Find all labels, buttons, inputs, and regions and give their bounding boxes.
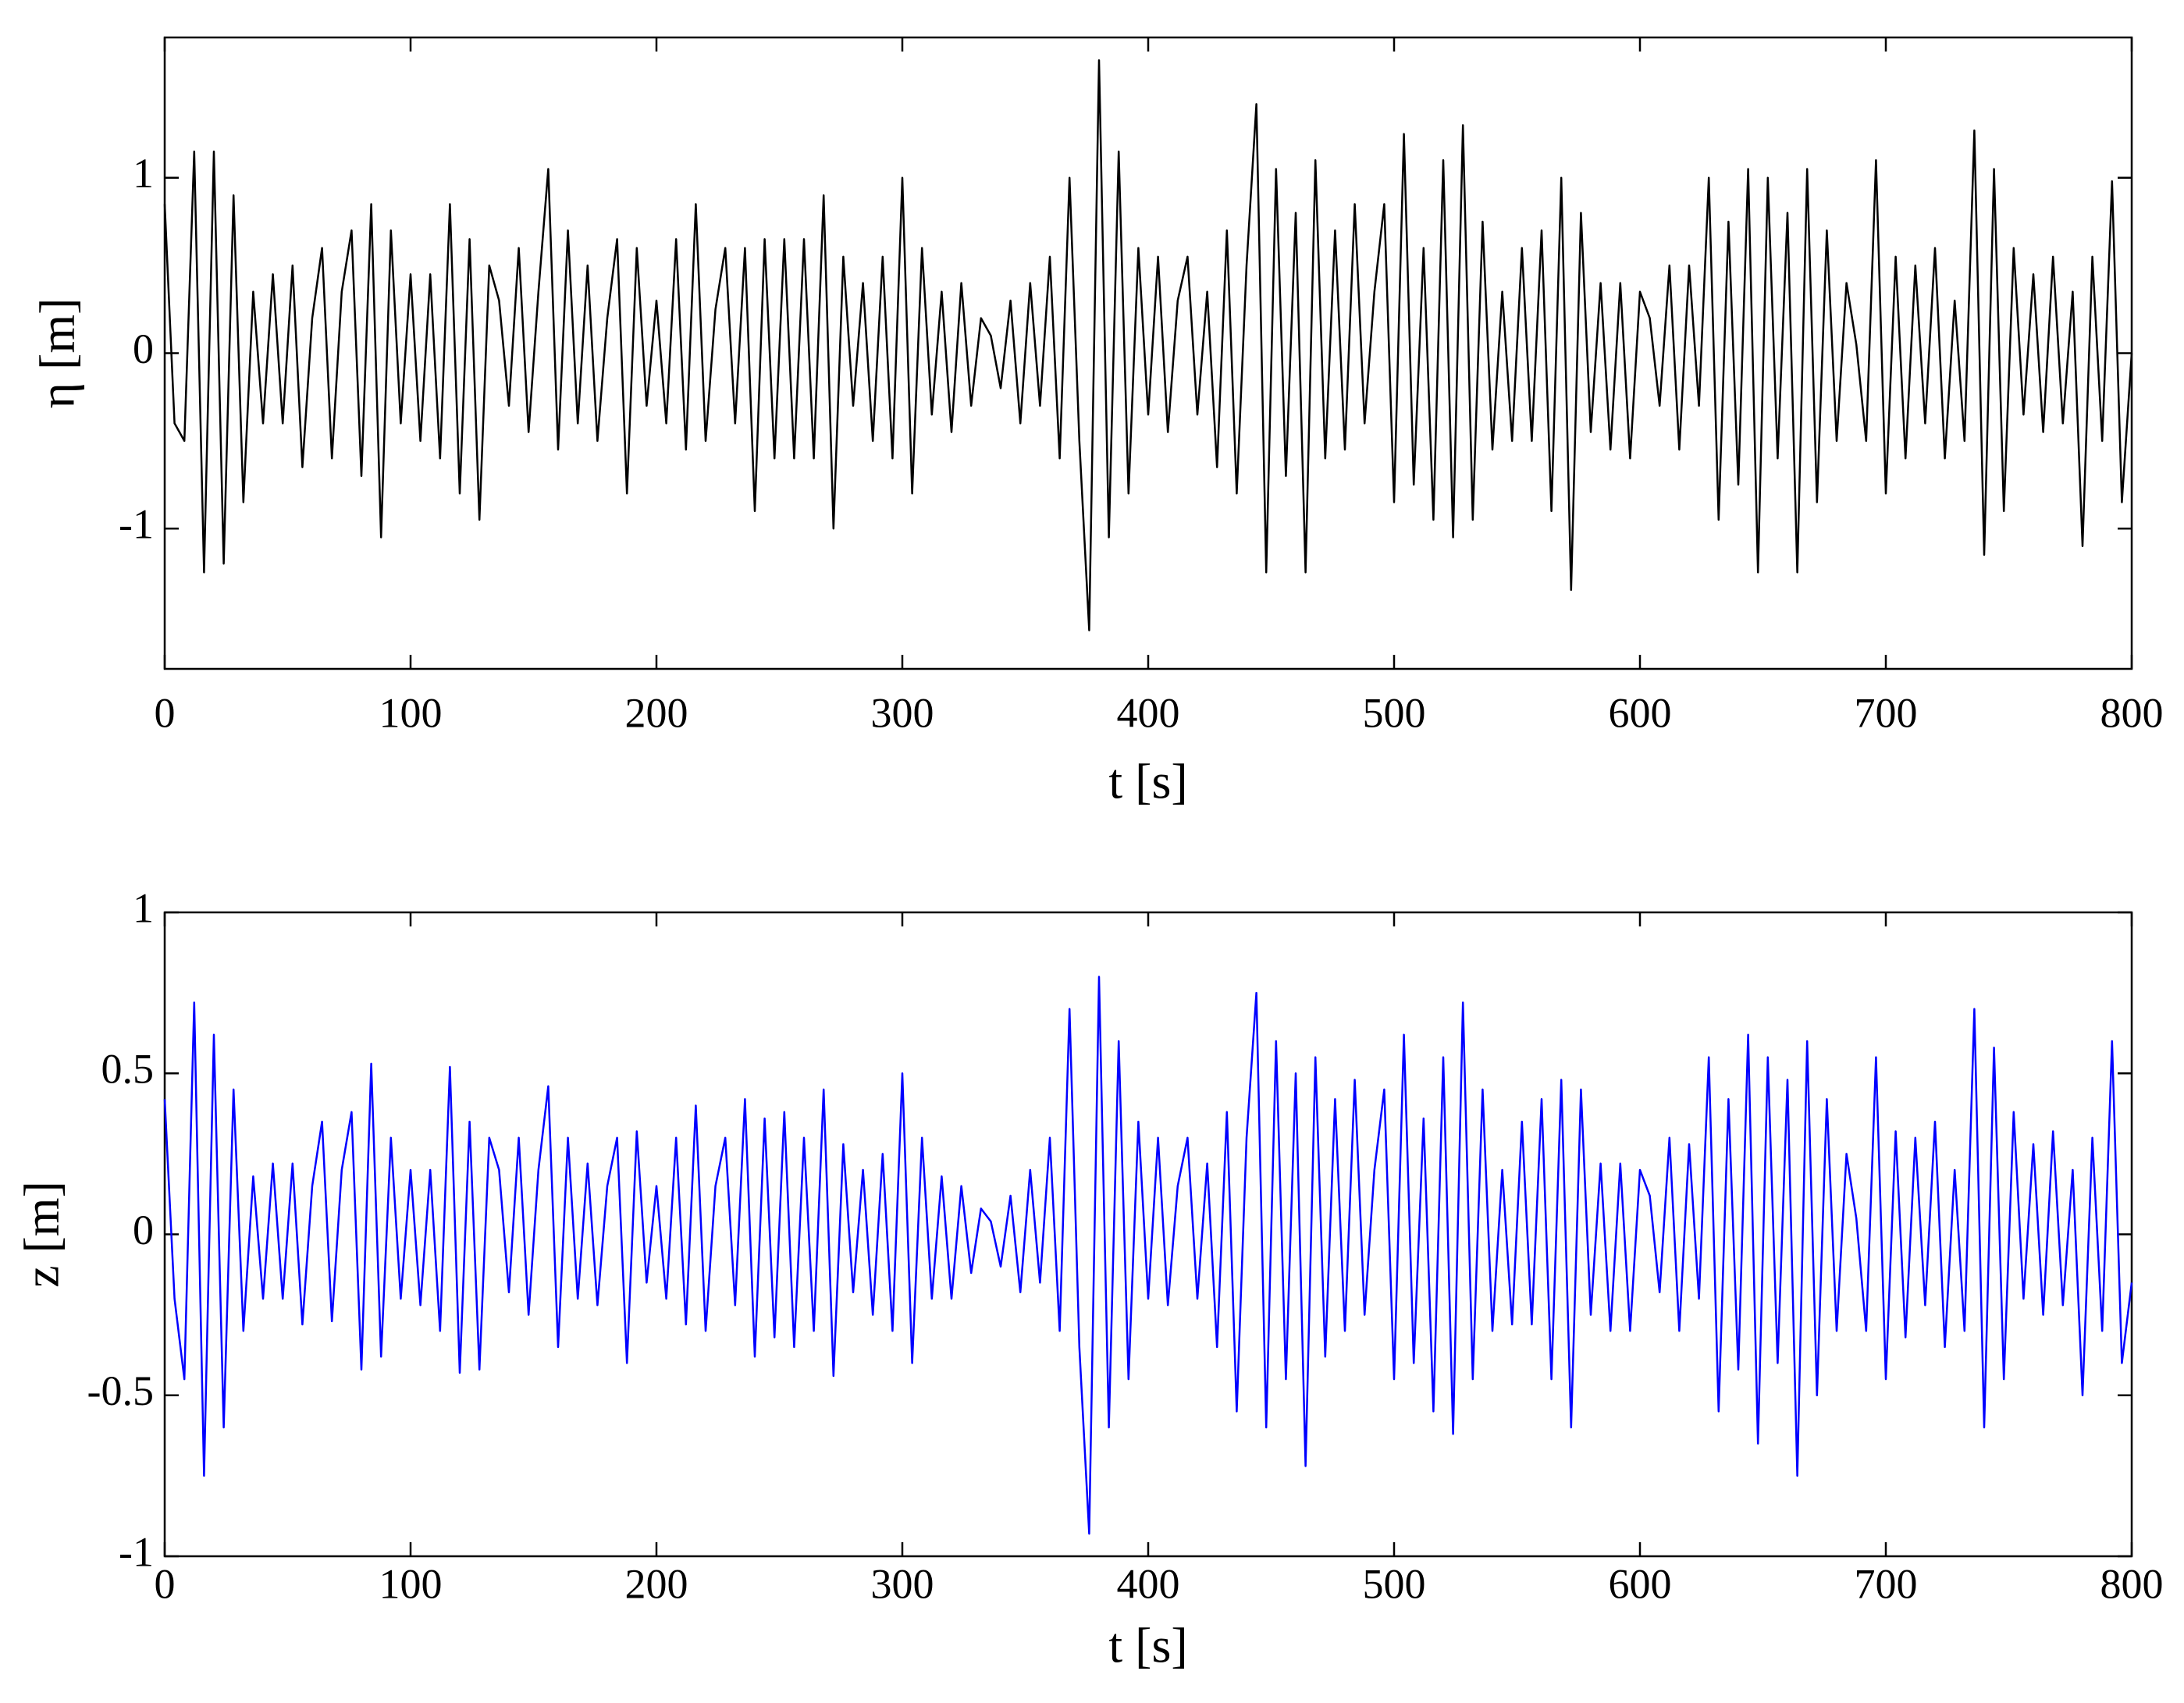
plot-frame — [163, 36, 2133, 670]
x-tick-label: 800 — [2100, 1560, 2164, 1607]
x-tick-label: 200 — [625, 689, 688, 736]
data-line — [163, 976, 2133, 1535]
x-tick-label: 200 — [625, 1560, 688, 1607]
x-tick-label: 0 — [155, 689, 176, 736]
y-tick-label: -0.5 — [87, 1367, 154, 1414]
plot-frame — [163, 911, 2133, 1558]
x-tick-label: 700 — [1855, 689, 1918, 736]
x-axis-label: t [s] — [1108, 754, 1187, 809]
y-tick-label: 1 — [133, 884, 154, 931]
data-line — [163, 59, 2133, 631]
x-tick-label: 100 — [379, 1560, 443, 1607]
y-axis-label: η [m] — [30, 298, 85, 409]
y-tick-label: -1 — [119, 501, 154, 548]
y-axis-label: z [m] — [14, 1181, 69, 1288]
x-tick-label: 100 — [379, 689, 443, 736]
x-tick-label: 500 — [1363, 1560, 1426, 1607]
x-tick-label: 300 — [871, 1560, 934, 1607]
x-tick-label: 700 — [1855, 1560, 1918, 1607]
x-tick-label: 300 — [871, 689, 934, 736]
y-tick-label: -1 — [119, 1528, 154, 1575]
y-tick-label: 0 — [133, 1207, 154, 1253]
x-tick-label: 400 — [1117, 1560, 1180, 1607]
y-tick-label: 0 — [133, 325, 154, 372]
x-tick-label: 600 — [1609, 689, 1672, 736]
x-tick-label: 800 — [2100, 689, 2164, 736]
x-axis-label: t [s] — [1108, 1618, 1187, 1673]
y-tick-label: 1 — [133, 150, 154, 197]
x-tick-label: 600 — [1609, 1560, 1672, 1607]
x-tick-label: 400 — [1117, 689, 1180, 736]
y-tick-label: 0.5 — [101, 1046, 155, 1093]
x-tick-label: 0 — [155, 1560, 176, 1607]
x-tick-label: 500 — [1363, 689, 1426, 736]
